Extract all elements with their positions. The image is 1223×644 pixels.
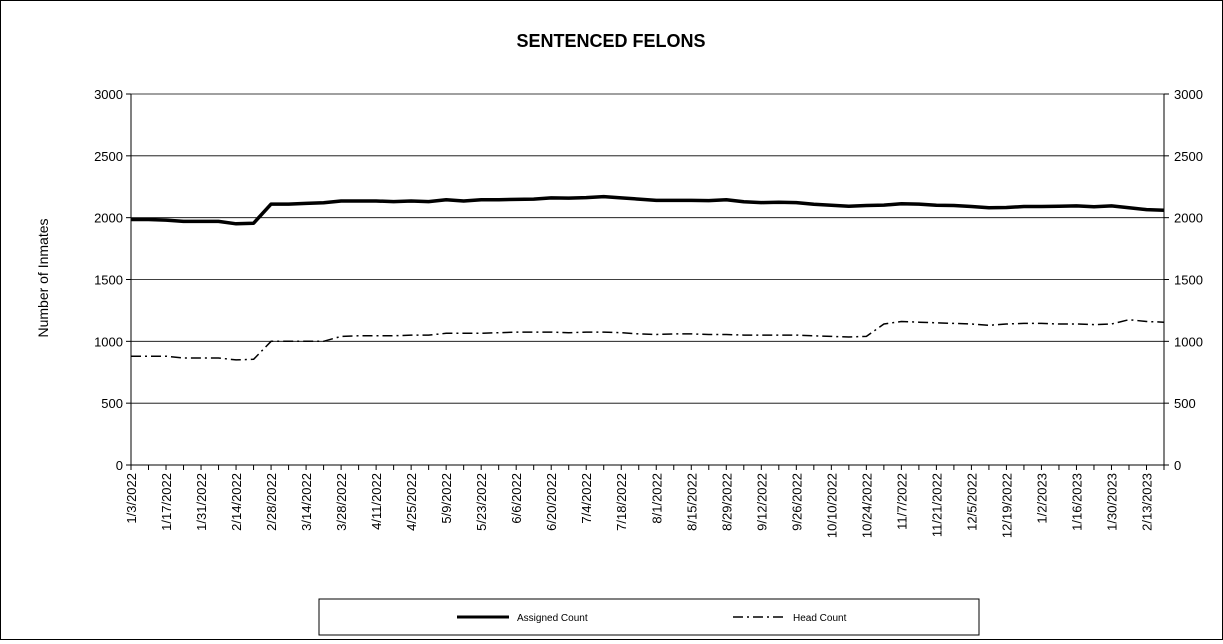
x-tick-label: 11/21/2022 <box>929 473 944 537</box>
series-line-assigned-count <box>131 194 1165 226</box>
x-tick-label: 12/19/2022 <box>999 473 1014 538</box>
x-tick-label: 6/20/2022 <box>544 473 559 531</box>
x-tick-label: 2/13/2023 <box>1139 473 1154 531</box>
legend-box <box>318 598 980 636</box>
x-tick-label: 3/14/2022 <box>299 473 314 531</box>
x-tick-label: 4/25/2022 <box>404 473 419 531</box>
x-tick-label: 8/1/2022 <box>649 473 664 524</box>
x-tick-label: 1/31/2022 <box>194 473 209 531</box>
x-tick-label: 1/3/2022 <box>124 473 139 524</box>
legend: Assigned Count Head Count <box>318 598 980 636</box>
x-tick-label: 1/2/2023 <box>1034 473 1049 524</box>
y-tick-label-right: 2500 <box>1174 149 1203 164</box>
y-tick-label-right: 500 <box>1174 396 1196 411</box>
legend-label-assigned-count: Assigned Count <box>517 613 588 624</box>
y-tick-label-right: 1000 <box>1174 334 1203 349</box>
x-tick-label: 6/6/2022 <box>509 473 524 524</box>
y-tick-label-left: 0 <box>116 458 123 473</box>
x-tick-label: 9/12/2022 <box>754 473 769 531</box>
y-tick-label-left: 500 <box>101 396 123 411</box>
x-tick-label: 12/5/2022 <box>964 473 979 531</box>
x-tick-label: 11/7/2022 <box>894 473 909 530</box>
x-tick-label: 4/11/2022 <box>369 473 384 530</box>
y-tick-label-right: 0 <box>1174 458 1181 473</box>
x-tick-label: 2/14/2022 <box>229 473 244 531</box>
x-tick-label: 10/24/2022 <box>859 473 874 538</box>
x-tick-label: 3/28/2022 <box>334 473 349 531</box>
y-tick-label-left: 1500 <box>94 273 123 288</box>
legend-label-head-count: Head Count <box>793 613 847 624</box>
x-tick-label: 1/17/2022 <box>159 473 174 531</box>
chart-title: SENTENCED FELONS <box>516 31 705 51</box>
x-tick-label: 7/4/2022 <box>579 473 594 524</box>
y-tick-label-right: 2000 <box>1174 211 1203 226</box>
y-axis-left-ticks: 0 500 1000 1500 2000 2500 3000 <box>94 87 131 473</box>
y-tick-label-left: 2500 <box>94 149 123 164</box>
x-tick-label: 10/10/2022 <box>824 473 839 538</box>
series-line-head-count <box>131 318 1165 361</box>
x-tick-label: 2/28/2022 <box>264 473 279 531</box>
x-tick-label: 7/18/2022 <box>614 473 629 531</box>
y-axis-right-ticks: 0 500 1000 1500 2000 2500 3000 <box>1164 87 1203 473</box>
x-tick-label: 8/29/2022 <box>719 473 734 531</box>
y-tick-label-right: 1500 <box>1174 273 1203 288</box>
y-tick-label-left: 3000 <box>94 87 123 102</box>
y-tick-label-right: 3000 <box>1174 87 1203 102</box>
x-tick-label: 5/9/2022 <box>439 473 454 524</box>
x-tick-label: 8/15/2022 <box>684 473 699 531</box>
y-axis-label: Number of Inmates <box>35 218 51 337</box>
x-tick-label: 9/26/2022 <box>789 473 804 531</box>
y-tick-label-left: 2000 <box>94 211 123 226</box>
x-tick-label: 1/30/2023 <box>1104 473 1119 531</box>
series-lines <box>131 194 1165 361</box>
x-tick-label: 5/23/2022 <box>474 473 489 531</box>
y-tick-label-left: 1000 <box>94 334 123 349</box>
grid-lines <box>131 93 1164 404</box>
x-axis-ticks: 1/3/2022 1/17/2022 1/31/2022 2/14/2022 2/28/… <box>124 465 1165 538</box>
x-tick-label: 1/16/2023 <box>1069 473 1084 531</box>
